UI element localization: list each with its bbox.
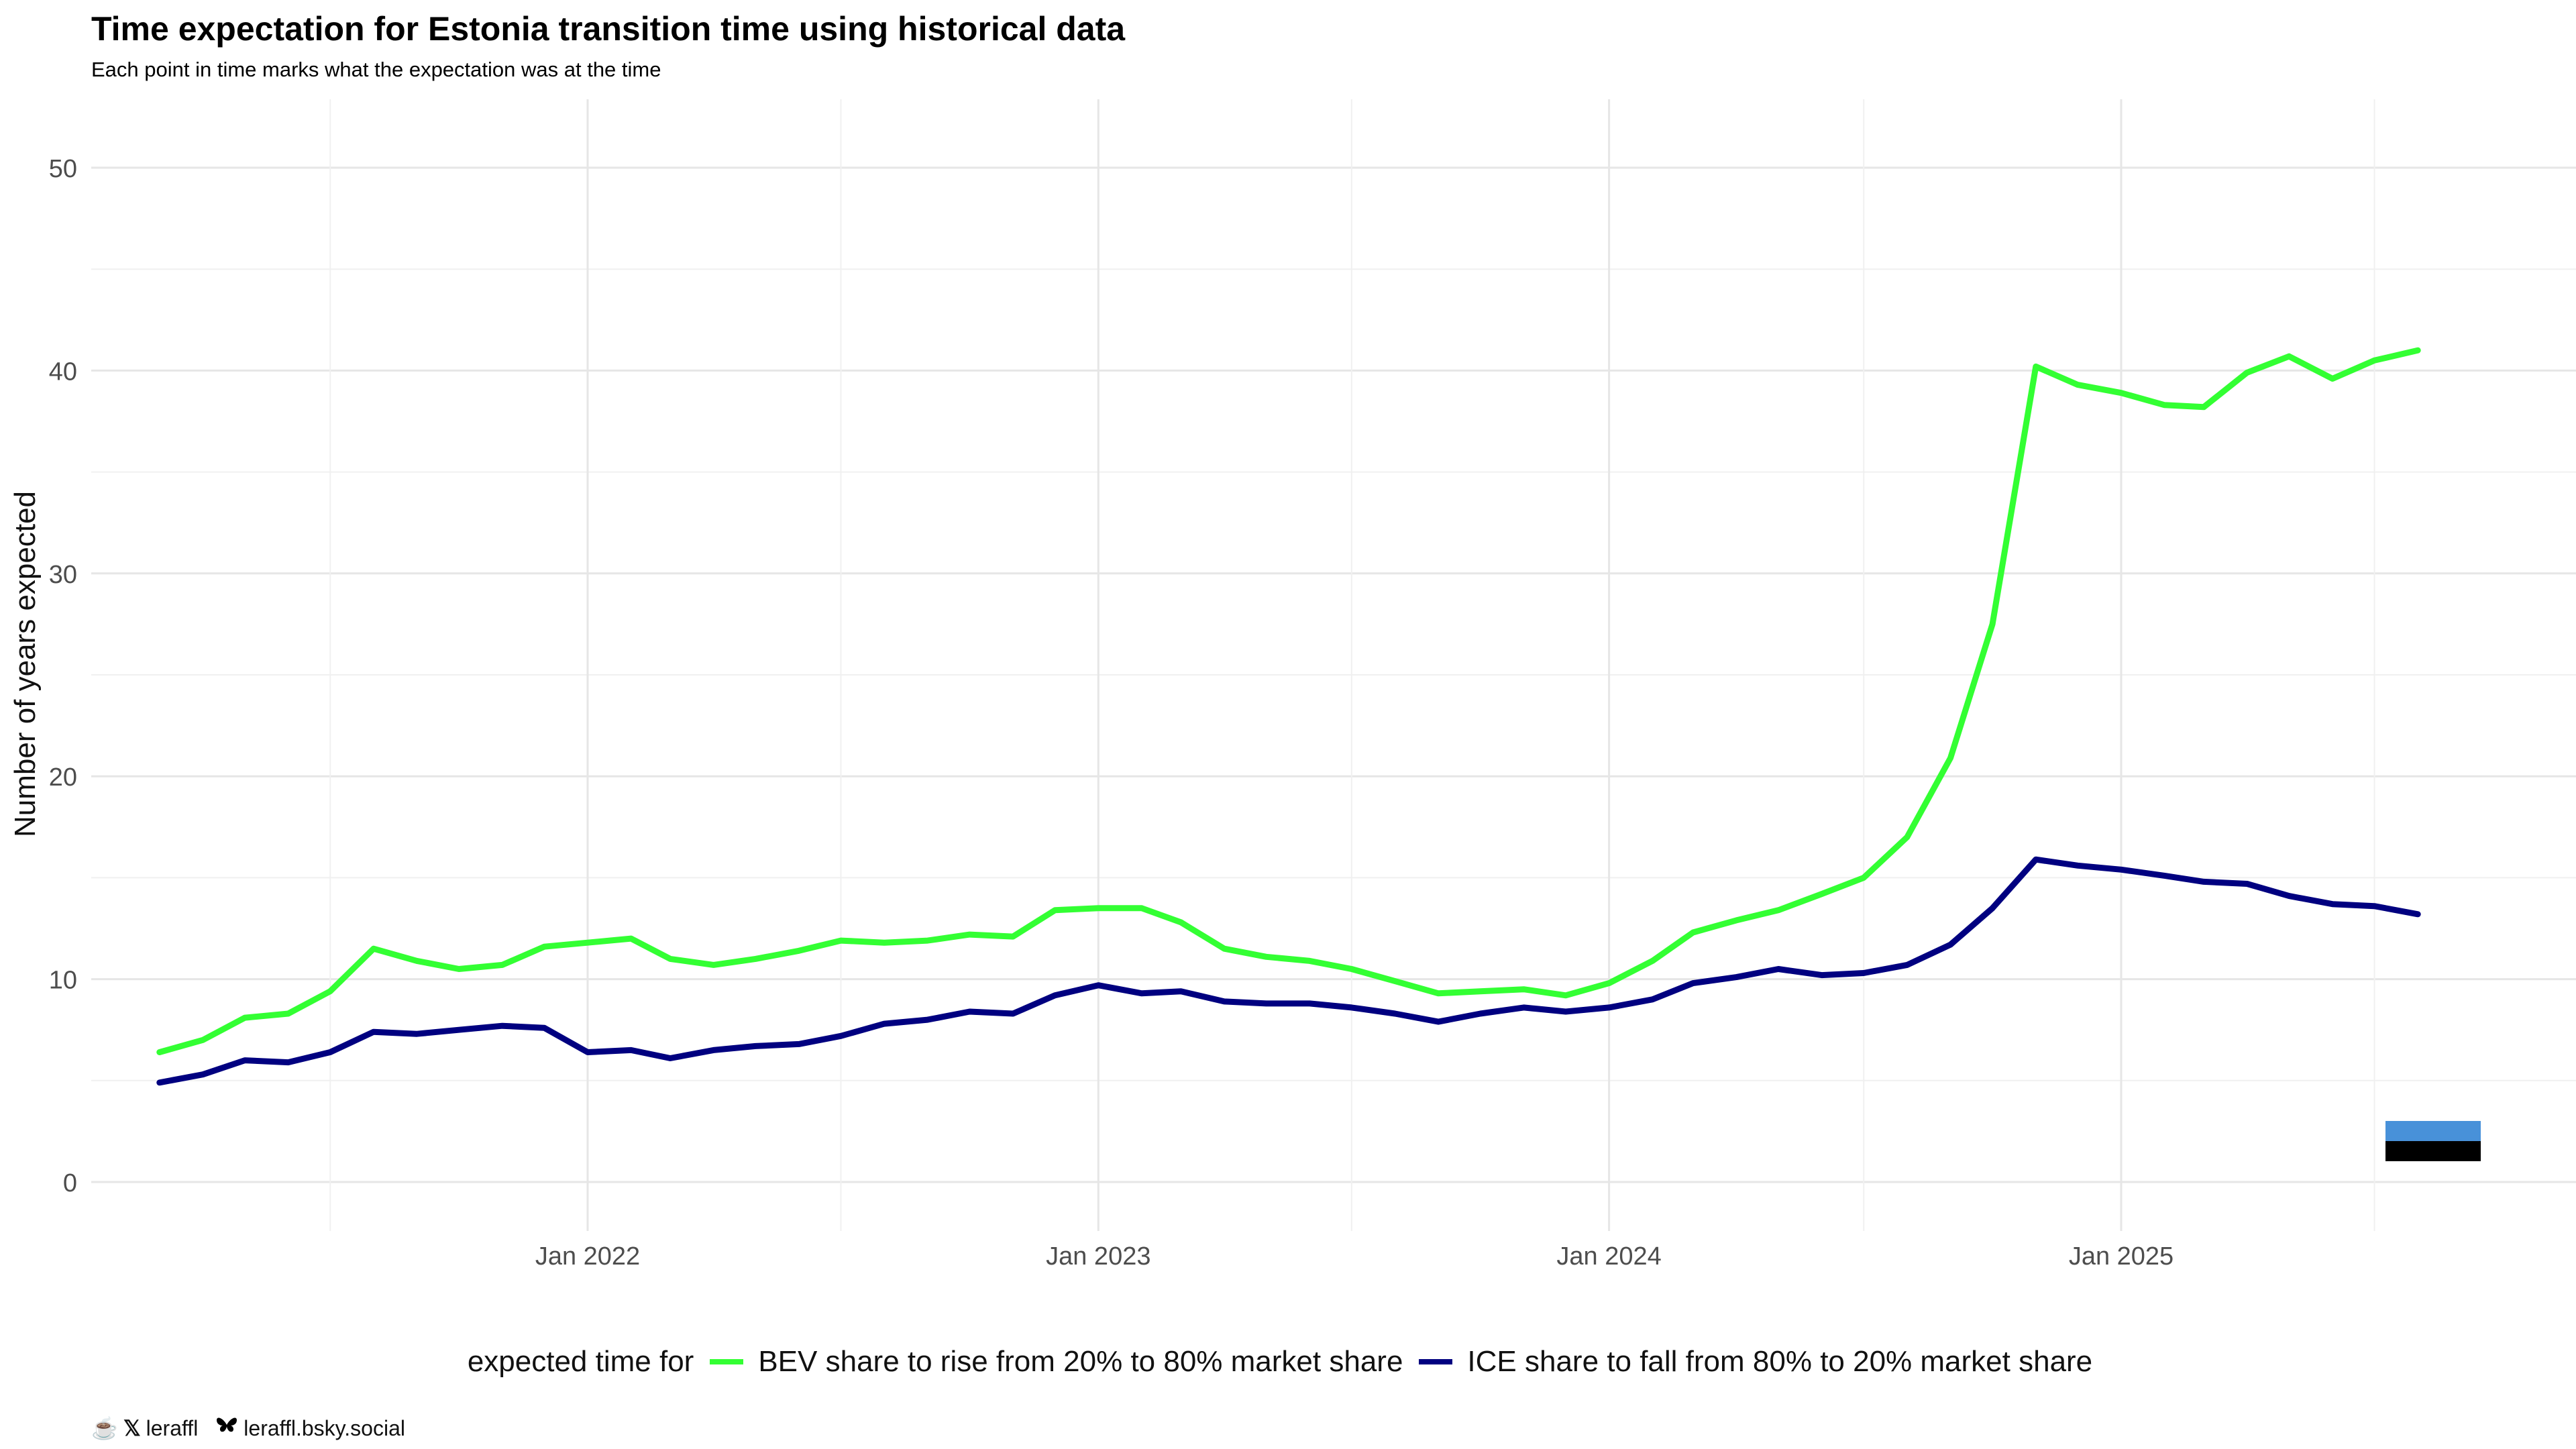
x-tick-labels: Jan 2022 Jan 2023 Jan 2024 Jan 2025 bbox=[535, 1242, 2174, 1271]
coffee-icon: ☕ bbox=[91, 1416, 118, 1440]
legend-item-bev: BEV share to rise from 20% to 80% market… bbox=[710, 1345, 1403, 1379]
legend: expected time for BEV share to rise from… bbox=[0, 1345, 2576, 1379]
y-tick-label: 0 bbox=[63, 1169, 77, 1197]
series-line-ice bbox=[156, 856, 2421, 1086]
y-tick-label: 50 bbox=[49, 155, 77, 183]
legend-key-bev bbox=[710, 1359, 744, 1364]
x-twitter-icon: 𝕏 bbox=[123, 1416, 141, 1440]
flag-stripe-blue bbox=[2385, 1121, 2481, 1141]
legend-label-ice: ICE share to fall from 80% to 20% market… bbox=[1467, 1345, 2093, 1378]
y-axis-label: Number of years expected bbox=[9, 491, 42, 837]
x-tick-label: Jan 2024 bbox=[1556, 1242, 1661, 1271]
series-lines bbox=[156, 347, 2421, 1086]
legend-label-bev: BEV share to rise from 20% to 80% market… bbox=[758, 1345, 1403, 1378]
legend-title: expected time for bbox=[467, 1345, 694, 1378]
flag-stripe-black bbox=[2385, 1141, 2481, 1161]
butterfly-icon bbox=[215, 1415, 238, 1441]
chart-title: Time expectation for Estonia transition … bbox=[91, 10, 1126, 48]
x-tick-label: Jan 2025 bbox=[2069, 1242, 2174, 1271]
y-tick-label: 10 bbox=[49, 967, 77, 995]
grid-lines bbox=[91, 99, 2576, 1231]
x-tick-label: Jan 2023 bbox=[1046, 1242, 1150, 1271]
x-tick-label: Jan 2022 bbox=[535, 1242, 640, 1271]
y-tick-label: 20 bbox=[49, 763, 77, 792]
series-line-bev bbox=[156, 347, 2421, 1055]
y-tick-label: 30 bbox=[49, 561, 77, 589]
legend-item-ice: ICE share to fall from 80% to 20% market… bbox=[1419, 1345, 2092, 1379]
caption: ☕ 𝕏 leraffl leraffl.bsky.social bbox=[91, 1415, 405, 1441]
bluesky-handle: leraffl.bsky.social bbox=[244, 1415, 405, 1440]
estonia-flag bbox=[2385, 1121, 2481, 1161]
chart-subtitle: Each point in time marks what the expect… bbox=[91, 58, 661, 81]
y-tick-labels: 0 10 20 30 40 50 bbox=[49, 155, 77, 1197]
legend-key-ice bbox=[1419, 1359, 1453, 1364]
twitter-handle: leraffl bbox=[146, 1415, 199, 1440]
y-tick-label: 40 bbox=[49, 358, 77, 386]
